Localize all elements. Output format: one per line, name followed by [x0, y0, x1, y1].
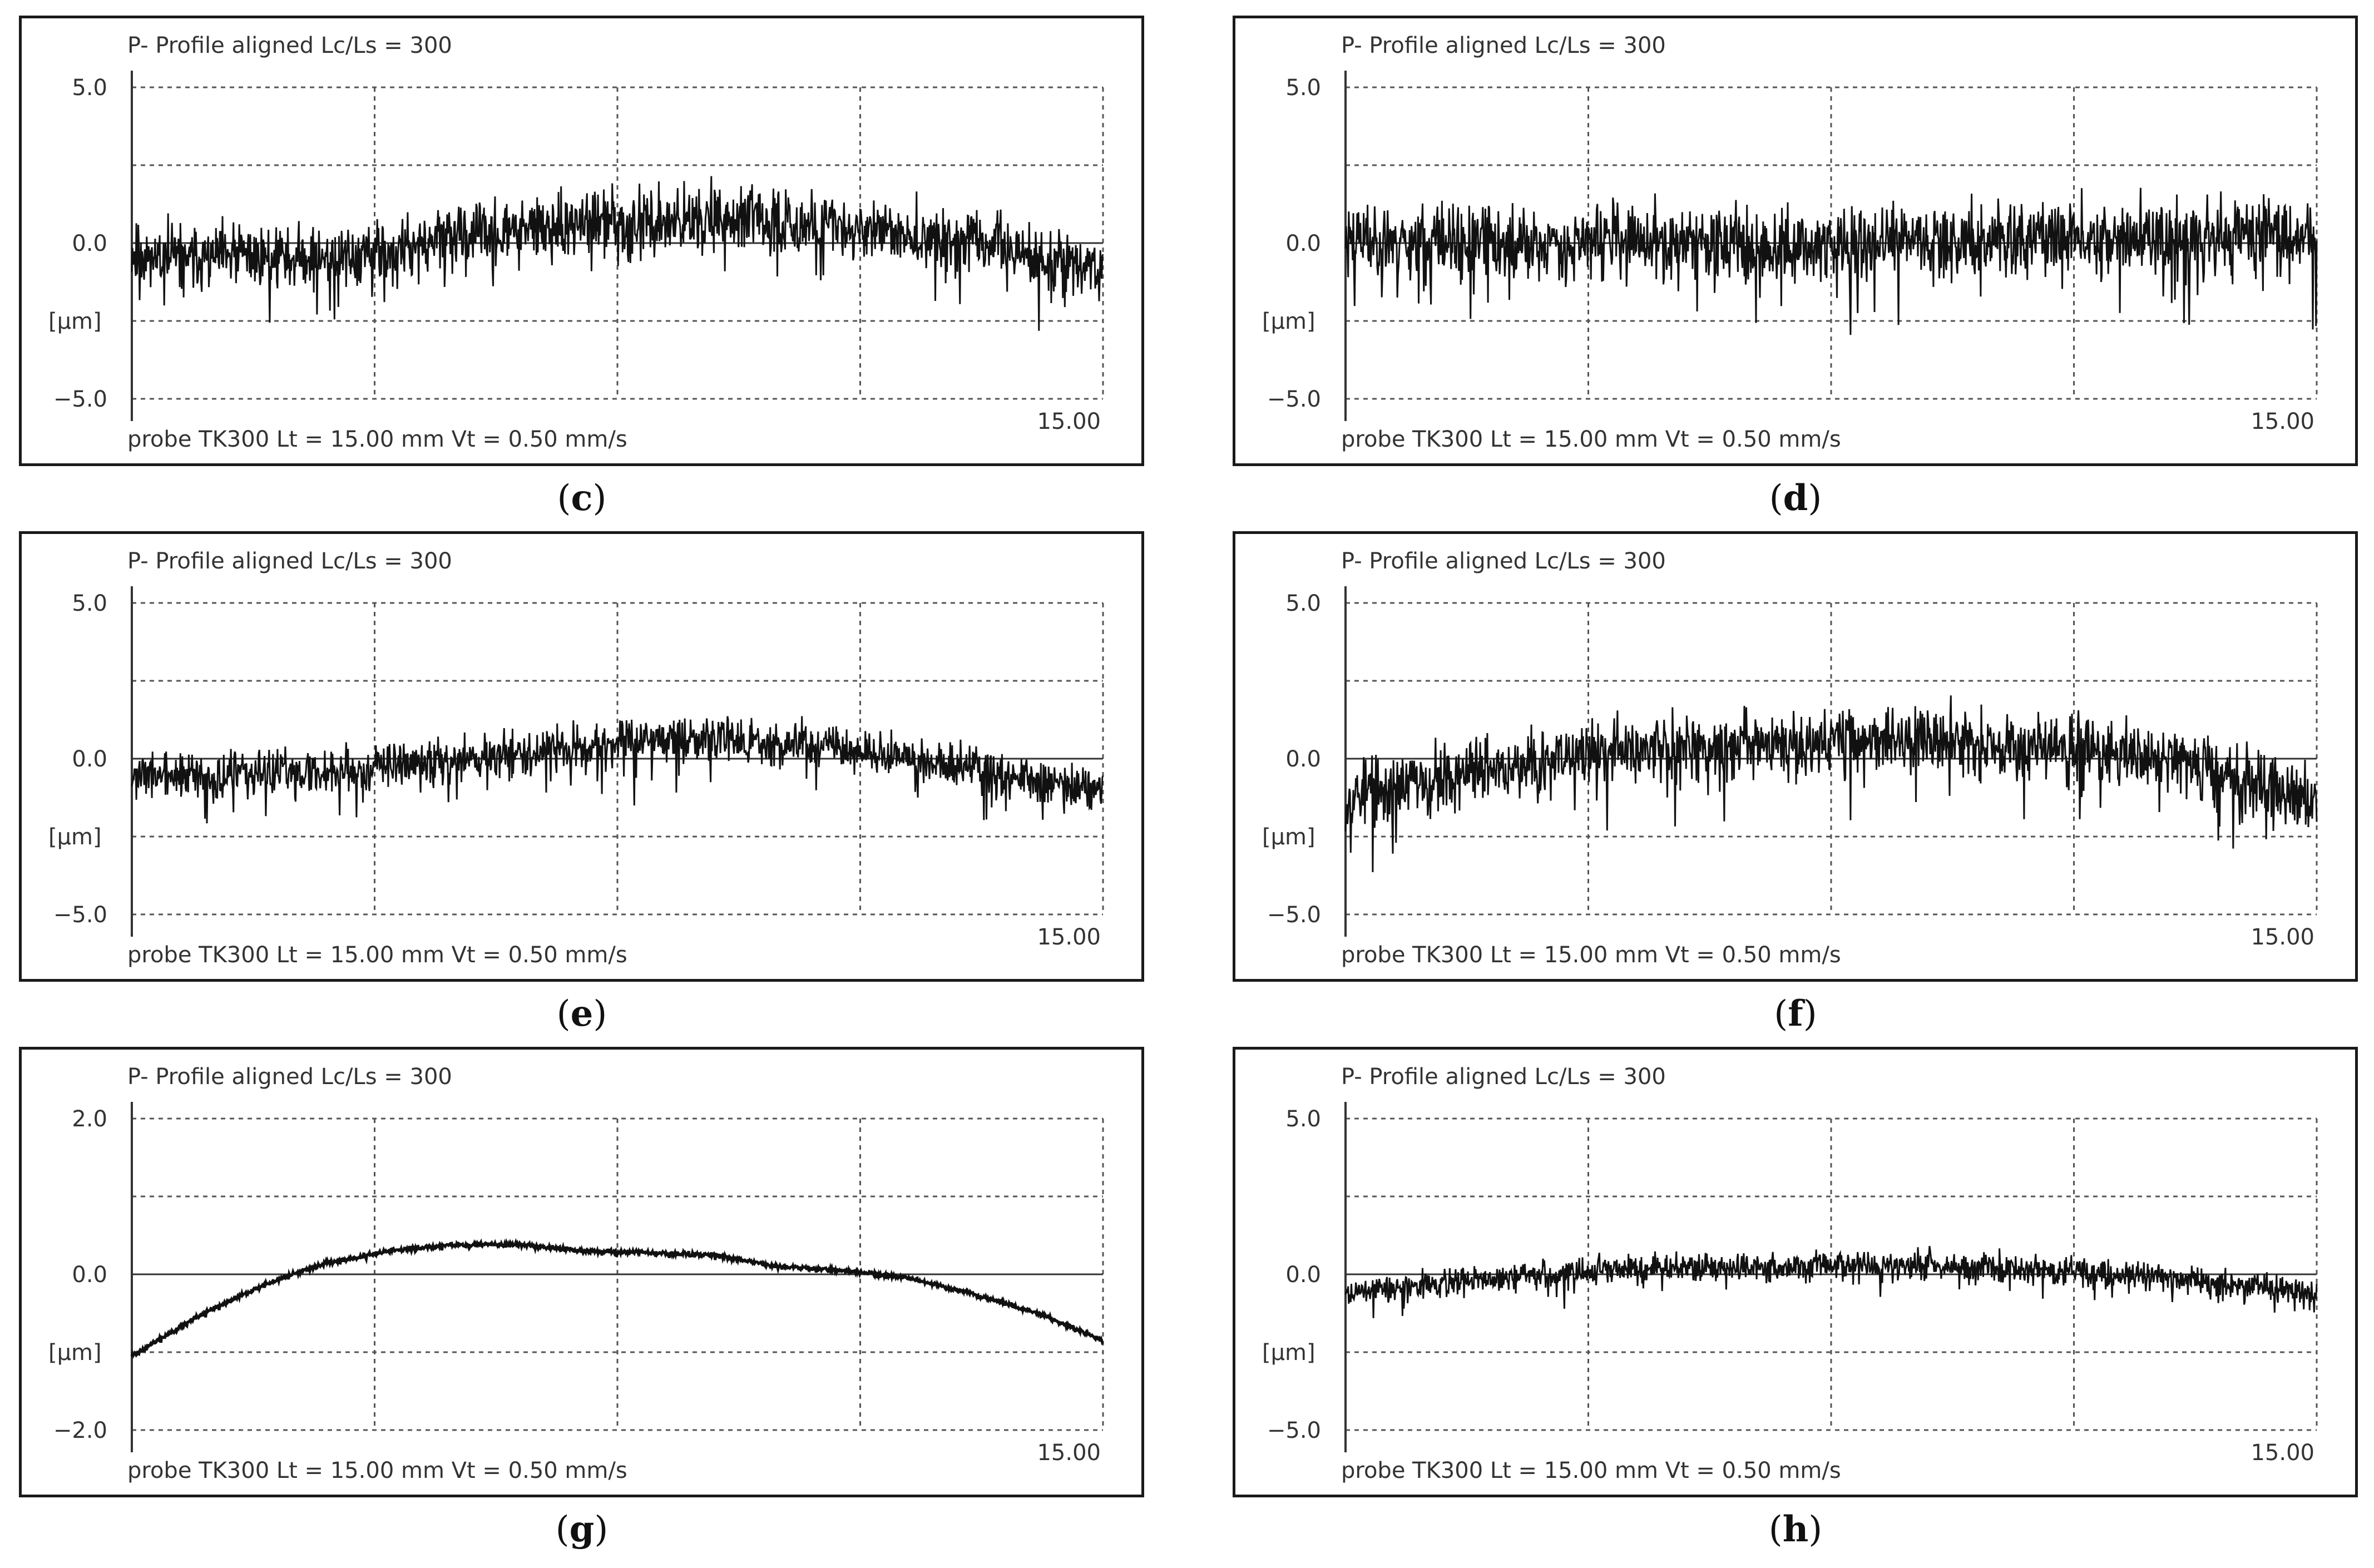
chart-header: P- Profile aligned Lc/Ls = 300 — [127, 1064, 452, 1090]
y-unit-label: [µm] — [1262, 824, 1315, 850]
chart-svg-g: P- Profile aligned Lc/Ls = 300 probe TK30… — [48, 1064, 1104, 1483]
y-unit-label: [µm] — [1262, 1340, 1315, 1366]
y-unit-label: [µm] — [48, 824, 102, 850]
chart-svg-c: P- Profile aligned Lc/Ls = 300 probe TK30… — [48, 33, 1104, 452]
profile-line — [131, 716, 1104, 824]
profile-line — [1344, 695, 2318, 873]
y-tick-label: −2.0 — [53, 1418, 107, 1443]
y-tick-label: −5.0 — [1267, 387, 1321, 412]
chart-header: P- Profile aligned Lc/Ls = 300 — [127, 548, 452, 574]
y-tick-label: 5.0 — [1285, 75, 1321, 101]
y-tick-label: 2.0 — [72, 1106, 107, 1132]
x-end-label: 15.00 — [2251, 924, 2314, 950]
y-tick-label: 5.0 — [1285, 1106, 1321, 1132]
y-tick-label: 5.0 — [72, 591, 107, 616]
chart-svg-f: P- Profile aligned Lc/Ls = 300 probe TK30… — [1262, 548, 2318, 968]
chart-svg-e: P- Profile aligned Lc/Ls = 300 probe TK30… — [48, 548, 1104, 968]
y-tick-label: 5.0 — [1285, 591, 1321, 616]
chart-panel-h: P- Profile aligned Lc/Ls = 300 probe TK30… — [1233, 1047, 2358, 1497]
chart-header: P- Profile aligned Lc/Ls = 300 — [1341, 1064, 1666, 1090]
chart-header: P- Profile aligned Lc/Ls = 300 — [127, 33, 452, 58]
chart-panel-f: P- Profile aligned Lc/Ls = 300 probe TK30… — [1233, 531, 2358, 982]
chart-footer: probe TK300 Lt = 15.00 mm Vt = 0.50 mm/s — [1341, 427, 1841, 452]
profile-line — [130, 1238, 1104, 1359]
chart-header: P- Profile aligned Lc/Ls = 300 — [1341, 33, 1666, 58]
y-tick-label: 0.0 — [72, 1262, 107, 1288]
caption-h: (h) — [1768, 1508, 1823, 1550]
y-tick-label: 0.0 — [1285, 1262, 1321, 1288]
y-tick-label: 0.0 — [72, 746, 107, 772]
y-tick-label: 0.0 — [1285, 231, 1321, 256]
x-end-label: 15.00 — [1037, 924, 1101, 950]
chart-panel-e: P- Profile aligned Lc/Ls = 300 probe TK30… — [19, 531, 1144, 982]
caption-g: (g) — [555, 1508, 609, 1550]
caption-e: (e) — [556, 993, 607, 1035]
y-tick-label: 0.0 — [72, 231, 107, 256]
chart-panel-c: P- Profile aligned Lc/Ls = 300 probe TK30… — [19, 16, 1144, 466]
y-tick-label: −5.0 — [53, 387, 107, 412]
profile-line — [1344, 1245, 2318, 1318]
chart-panel-d: P- Profile aligned Lc/Ls = 300 probe TK30… — [1233, 16, 2358, 466]
caption-c: (c) — [557, 477, 607, 519]
x-end-label: 15.00 — [1037, 409, 1101, 434]
y-unit-label: [µm] — [48, 1340, 102, 1366]
chart-footer: probe TK300 Lt = 15.00 mm Vt = 0.50 mm/s — [127, 942, 627, 968]
y-tick-label: 5.0 — [72, 75, 107, 101]
chart-footer: probe TK300 Lt = 15.00 mm Vt = 0.50 mm/s — [127, 427, 627, 452]
caption-d: (d) — [1769, 477, 1822, 519]
y-tick-label: −5.0 — [1267, 1418, 1321, 1443]
chart-svg-d: P- Profile aligned Lc/Ls = 300 probe TK30… — [1262, 33, 2318, 452]
x-end-label: 15.00 — [2251, 409, 2314, 434]
y-tick-label: −5.0 — [53, 902, 107, 928]
profile-line — [131, 176, 1104, 331]
chart-footer: probe TK300 Lt = 15.00 mm Vt = 0.50 mm/s — [1341, 1458, 1841, 1483]
profile-line — [1344, 187, 2318, 335]
caption-f: (f) — [1774, 993, 1817, 1035]
y-tick-label: 0.0 — [1285, 746, 1321, 772]
x-end-label: 15.00 — [1037, 1440, 1101, 1466]
y-tick-label: −5.0 — [1267, 902, 1321, 928]
chart-panel-g: P- Profile aligned Lc/Ls = 300 probe TK30… — [19, 1047, 1144, 1497]
x-end-label: 15.00 — [2251, 1440, 2314, 1466]
chart-header: P- Profile aligned Lc/Ls = 300 — [1341, 548, 1666, 574]
chart-svg-h: P- Profile aligned Lc/Ls = 300 probe TK30… — [1262, 1064, 2318, 1483]
chart-footer: probe TK300 Lt = 15.00 mm Vt = 0.50 mm/s — [1341, 942, 1841, 968]
chart-footer: probe TK300 Lt = 15.00 mm Vt = 0.50 mm/s — [127, 1458, 627, 1483]
y-unit-label: [µm] — [1262, 309, 1315, 334]
y-unit-label: [µm] — [48, 309, 102, 334]
